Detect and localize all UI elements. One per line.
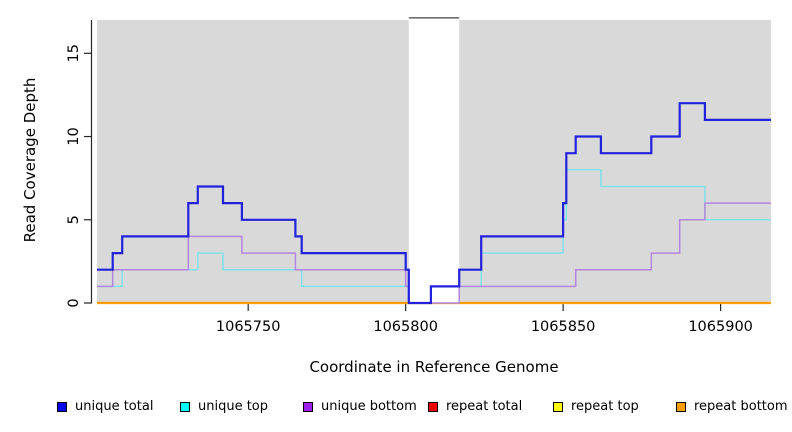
- x-tick-label: 1065800: [373, 319, 438, 335]
- y-tick-label: 0: [66, 298, 82, 307]
- x-tick-label: 1065750: [216, 319, 281, 335]
- y-tick-label: 10: [66, 127, 82, 145]
- y-tick-label: 5: [66, 215, 82, 224]
- series-unique-total-line: [97, 102, 771, 305]
- x-tick-label: 1065850: [531, 319, 596, 335]
- y-axis-title: Read Coverage Depth: [21, 77, 39, 243]
- x-tick-label: 1065900: [688, 319, 753, 335]
- x-axis-title: Coordinate in Reference Genome: [309, 358, 559, 376]
- y-tick-label: 15: [66, 44, 82, 62]
- gap-region: [408, 17, 460, 303]
